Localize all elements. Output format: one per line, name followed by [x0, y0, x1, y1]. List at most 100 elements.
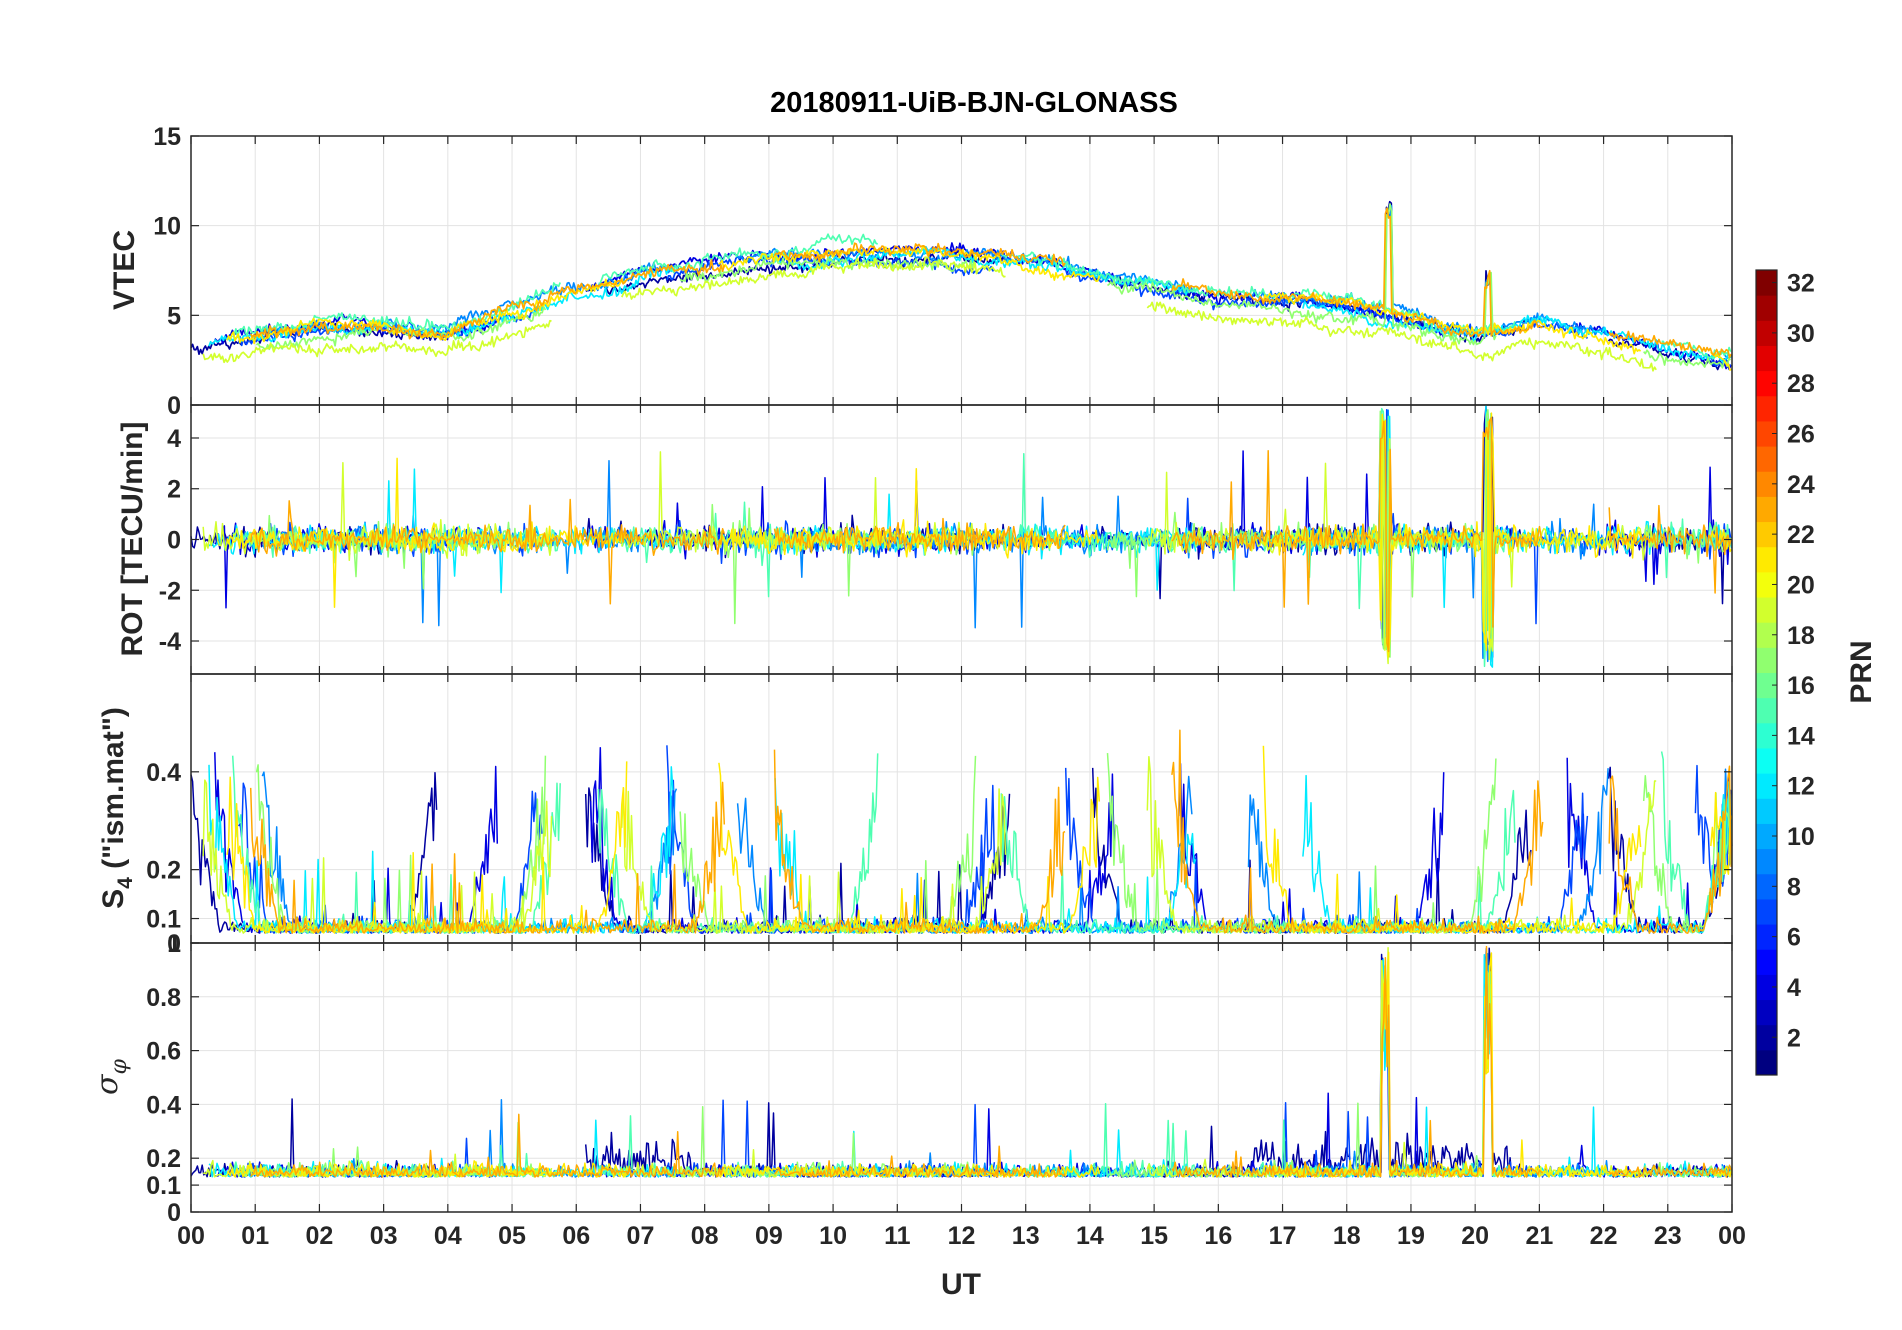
y-tick-label: 0.6: [146, 1038, 181, 1066]
prn-21-line: [1262, 292, 1642, 355]
colorbar-cell: [1756, 672, 1777, 699]
colorbar-cell: [1756, 1024, 1777, 1051]
prn-21-line: [718, 762, 1101, 934]
vtec-panel: 0 5 10 15 VTEC: [108, 123, 1733, 420]
x-tick-label: 22: [1590, 1222, 1618, 1250]
x-tick-label: 06: [562, 1222, 590, 1250]
colorbar-cell: [1756, 471, 1777, 497]
x-tick-label: 13: [1012, 1222, 1040, 1250]
colorbar-tick-label: 8: [1787, 873, 1801, 901]
colorbar-cell: [1756, 320, 1777, 346]
colorbar-tick-label: 4: [1787, 974, 1801, 1002]
x-tick-label: 20: [1461, 1222, 1489, 1250]
colorbar-cell: [1756, 295, 1777, 321]
chart-title: 20180911-UiB-BJN-GLONASS: [770, 87, 1178, 119]
prn-23-line: [249, 781, 726, 934]
prn-21-line: [226, 277, 628, 345]
vtec-series: [190, 200, 1733, 372]
prn-21-line: [718, 245, 1101, 283]
sigma-phi-ylabel-symbol: σ: [90, 1073, 125, 1095]
x-tick-label: 15: [1140, 1222, 1168, 1250]
colorbar-tick-label: 16: [1787, 672, 1815, 700]
prn-23-line: [1171, 945, 1544, 1178]
x-tick-label: 08: [691, 1222, 719, 1250]
colorbar-cell: [1756, 974, 1777, 1001]
rot-series: [190, 405, 1733, 668]
x-tick-label: 16: [1204, 1222, 1232, 1250]
y-tick-label: 15: [153, 123, 181, 151]
x-tick-label: 11: [884, 1222, 911, 1250]
colorbar-cell: [1756, 924, 1777, 950]
prn-23-line: [1171, 416, 1544, 653]
prn-19-line: [202, 462, 553, 562]
prn-23-line: [1608, 765, 1732, 934]
x-tick-label: 04: [434, 1222, 462, 1250]
colorbar-tick-label: 2: [1787, 1024, 1801, 1052]
sigma-phi-ylabel: σφ: [90, 1058, 132, 1094]
y-tick-label: 0.2: [146, 857, 181, 885]
x-tick-label: 09: [755, 1222, 783, 1250]
x-tick-label: 17: [1269, 1222, 1297, 1250]
prn-23-line: [773, 242, 1066, 267]
colorbar-tick-label: 20: [1787, 571, 1815, 599]
colorbar-cell: [1756, 345, 1777, 372]
colorbar-tick-label: 32: [1787, 270, 1815, 298]
y-tick-label: 0.4: [146, 1091, 181, 1119]
vtec-y-ticks: 0 5 10 15: [153, 123, 1732, 420]
y-tick-label: 0: [167, 527, 181, 555]
prn-23-line: [773, 749, 1066, 934]
x-tick-label: 19: [1397, 1222, 1425, 1250]
sigma-phi-y-ticks: 00.10.20.40.60.81: [146, 930, 1732, 1227]
colorbar-tick-label: 6: [1787, 924, 1801, 952]
y-tick-label: -2: [159, 577, 181, 605]
prn-7-line: [1064, 269, 1589, 339]
colorbar-cell: [1756, 521, 1777, 548]
colorbar-cell: [1756, 773, 1777, 799]
prn-23-line: [1608, 504, 1732, 594]
y-tick-label: 0.1: [146, 906, 181, 934]
s4-ylabel-sub: 4: [114, 877, 137, 889]
colorbar-cell: [1756, 949, 1777, 975]
x-tick-label: 05: [498, 1222, 526, 1250]
rot-ylabel: ROT [TECU/min]: [116, 422, 149, 657]
prn-23-line: [1171, 729, 1544, 934]
colorbar-tick-label: 26: [1787, 421, 1815, 449]
colorbar-cell: [1756, 496, 1777, 523]
prn-15-line: [1000, 407, 1516, 668]
colorbar-tick-label: 22: [1787, 521, 1815, 549]
colorbar-cell: [1756, 747, 1777, 774]
colorbar-cell: [1756, 1049, 1777, 1076]
prn-17-line: [1106, 409, 1497, 658]
colorbar-cell: [1756, 823, 1777, 850]
y-tick-label: 0: [167, 930, 181, 958]
colorbar-cell: [1756, 446, 1777, 472]
prn-17-line: [1643, 349, 1732, 369]
colorbar-cells: [1756, 270, 1777, 1076]
prn-23-line: [249, 498, 726, 605]
colorbar-cell: [1756, 722, 1777, 749]
colorbar-tick-label: 10: [1787, 823, 1815, 851]
vtec-ylabel: VTEC: [108, 230, 141, 310]
y-tick-label: 5: [167, 302, 181, 330]
x-tick-label: 00: [1718, 1222, 1746, 1250]
colorbar-cell: [1756, 270, 1777, 296]
x-tick-labels: 00 01 02 03 04 05 06 07 08 09 10 11 12 13 14 15 16 17 18 19…: [177, 136, 1746, 1250]
prn-23-line: [1608, 1162, 1732, 1178]
colorbar-cell: [1756, 999, 1777, 1026]
y-tick-label: -4: [159, 628, 181, 656]
colorbar-cell: [1756, 395, 1777, 422]
colorbar-tick-label: 18: [1787, 622, 1815, 650]
y-tick-label: 1: [167, 930, 181, 958]
s4-y-ticks: 0.1 0.2 0.4 0: [146, 759, 1732, 958]
prn-12-line: [774, 245, 1197, 296]
s4-series: [190, 729, 1733, 934]
x-tick-label: 21: [1525, 1222, 1553, 1250]
prn-23-line: [773, 1145, 1066, 1178]
colorbar-label: PRN: [1845, 640, 1878, 703]
y-tick-label: 4: [167, 425, 181, 453]
colorbar-cell: [1756, 597, 1777, 623]
x-tick-label: 14: [1076, 1222, 1104, 1250]
